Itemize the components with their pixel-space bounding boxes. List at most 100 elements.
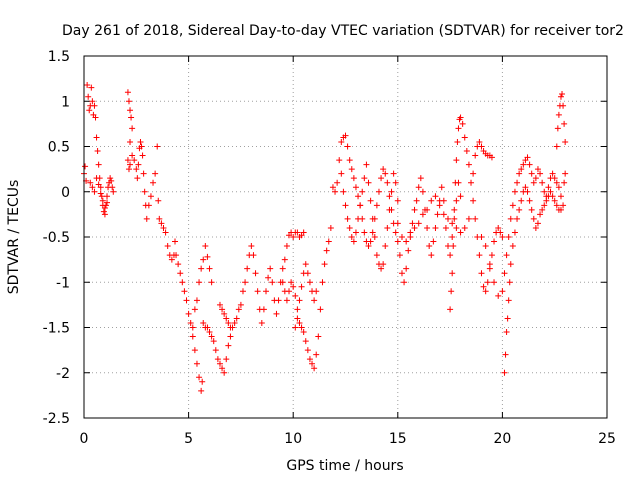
data-point [172, 238, 179, 245]
data-point [461, 224, 468, 231]
data-point [407, 229, 414, 236]
data-point [547, 188, 554, 195]
data-point [380, 261, 387, 268]
data-point [501, 369, 508, 376]
data-point [92, 114, 99, 121]
x-tick-label: 15 [389, 431, 407, 447]
data-point [252, 270, 259, 277]
data-point [99, 197, 106, 204]
data-point [189, 324, 196, 331]
data-point [290, 234, 297, 240]
data-point [401, 279, 408, 286]
data-point [193, 360, 200, 367]
data-point [279, 265, 286, 272]
data-point [472, 215, 479, 222]
data-point [340, 188, 347, 195]
data-point [504, 315, 511, 322]
data-point [557, 93, 564, 100]
x-tick-label: 0 [80, 431, 89, 447]
data-point [204, 324, 211, 331]
data-point [235, 306, 242, 313]
data-point [346, 157, 353, 164]
data-point [432, 224, 439, 231]
data-point [453, 157, 460, 164]
data-point [451, 215, 458, 222]
data-point [560, 102, 567, 109]
data-point [541, 202, 548, 209]
data-point [131, 157, 138, 164]
data-point [239, 288, 246, 295]
data-point [129, 152, 136, 159]
data-point [302, 338, 309, 345]
data-point [317, 306, 324, 313]
data-point [140, 170, 147, 177]
data-point [208, 333, 215, 340]
data-point [526, 161, 533, 168]
data-point [518, 166, 525, 173]
data-point [486, 261, 493, 268]
data-point [93, 134, 100, 141]
data-point [221, 310, 228, 317]
data-point [281, 256, 288, 263]
data-point [394, 238, 401, 245]
data-point [309, 360, 316, 367]
data-point [82, 163, 89, 170]
data-point [292, 292, 299, 299]
data-point [369, 229, 376, 236]
data-point [436, 202, 443, 209]
data-point [108, 177, 115, 184]
data-point [524, 188, 531, 195]
data-point [522, 184, 529, 191]
data-point [315, 333, 322, 340]
data-point [539, 179, 546, 186]
data-point [91, 188, 98, 195]
data-point [363, 161, 370, 168]
data-point [202, 243, 209, 250]
data-point [549, 170, 556, 177]
data-point [187, 319, 194, 326]
data-point [528, 206, 535, 213]
data-point [95, 161, 102, 168]
data-point [208, 279, 215, 286]
data-point [227, 324, 234, 331]
data-point [338, 170, 345, 177]
data-point [488, 252, 495, 259]
data-point [304, 347, 311, 354]
data-point [273, 310, 280, 317]
data-point [173, 252, 180, 259]
data-point [507, 261, 514, 268]
data-point [516, 206, 523, 213]
data-point [298, 324, 305, 331]
data-point [442, 224, 449, 231]
data-point [457, 114, 464, 121]
data-point [342, 132, 349, 139]
data-point [495, 292, 502, 299]
data-point [532, 224, 539, 231]
data-point [355, 193, 362, 200]
data-point [196, 279, 203, 286]
data-point [461, 134, 468, 141]
data-point [198, 387, 205, 394]
data-point [133, 166, 140, 173]
data-point [539, 206, 546, 213]
data-point [352, 184, 359, 191]
data-point [127, 161, 134, 168]
data-point [415, 184, 422, 191]
data-point [450, 243, 457, 250]
data-point [156, 215, 163, 222]
data-point [499, 288, 506, 295]
data-point [388, 188, 395, 195]
data-point [321, 261, 328, 268]
data-point [392, 179, 399, 186]
data-point [419, 211, 426, 218]
data-point [505, 297, 512, 304]
data-point [263, 288, 270, 295]
data-point [448, 288, 455, 295]
data-point [445, 215, 452, 222]
data-point [152, 170, 159, 177]
data-point [480, 283, 487, 290]
data-point [306, 279, 313, 286]
data-point [472, 152, 479, 159]
data-point [193, 297, 200, 304]
data-point [516, 170, 523, 177]
